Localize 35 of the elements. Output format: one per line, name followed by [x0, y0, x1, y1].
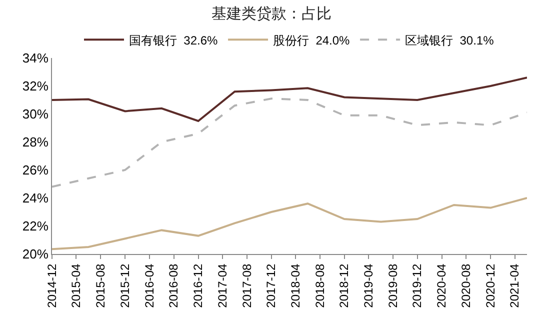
- x-tick-label: 2016-12: [191, 263, 206, 308]
- x-tick-label: 2014-12: [44, 263, 59, 308]
- legend-label: 股份行 24.0%: [273, 33, 350, 48]
- x-tick-label: 2020-08: [459, 263, 474, 308]
- y-tick-label: 20%: [22, 246, 49, 262]
- x-tick-label: 2016-04: [142, 263, 156, 308]
- x-tick-label: 2019-12: [410, 263, 424, 308]
- line-series: [52, 197, 527, 250]
- y-tick-label: 26%: [22, 162, 49, 178]
- chart-title: 基建类贷款：占比: [212, 6, 332, 23]
- x-tick-label: 2015-08: [94, 263, 108, 308]
- legend-label: 国有银行 32.6%: [129, 33, 218, 48]
- x-tick-label: 2019-08: [386, 263, 400, 308]
- y-tick-label: 24%: [22, 190, 49, 206]
- y-tick-label: 22%: [22, 218, 49, 234]
- legend-label: 区域银行 30.1%: [405, 33, 494, 48]
- x-tick-label: 2018-08: [312, 263, 327, 308]
- x-tick-label: 2020-12: [483, 263, 498, 308]
- x-tick-label: 2018-04: [288, 263, 302, 308]
- y-tick-label: 32%: [22, 78, 49, 94]
- line-series: [52, 76, 527, 122]
- x-tick-label: 2017-08: [240, 263, 254, 308]
- x-tick-label: 2015-12: [118, 263, 132, 308]
- x-tick-label: 2015-04: [69, 263, 84, 308]
- x-tick-label: 2017-12: [264, 263, 278, 308]
- line-series: [52, 98, 527, 188]
- x-tick-label: 2018-12: [337, 263, 352, 308]
- y-tick-label: 28%: [22, 134, 49, 150]
- y-tick-label: 34%: [22, 50, 49, 66]
- x-tick-label: 2017-04: [215, 263, 230, 308]
- x-tick-label: 2016-08: [166, 263, 181, 308]
- x-tick-label: 2020-04: [434, 263, 449, 308]
- y-tick-label: 30%: [22, 106, 49, 122]
- x-tick-label: 2021-04: [508, 263, 522, 308]
- x-tick-label: 2019-04: [361, 263, 376, 308]
